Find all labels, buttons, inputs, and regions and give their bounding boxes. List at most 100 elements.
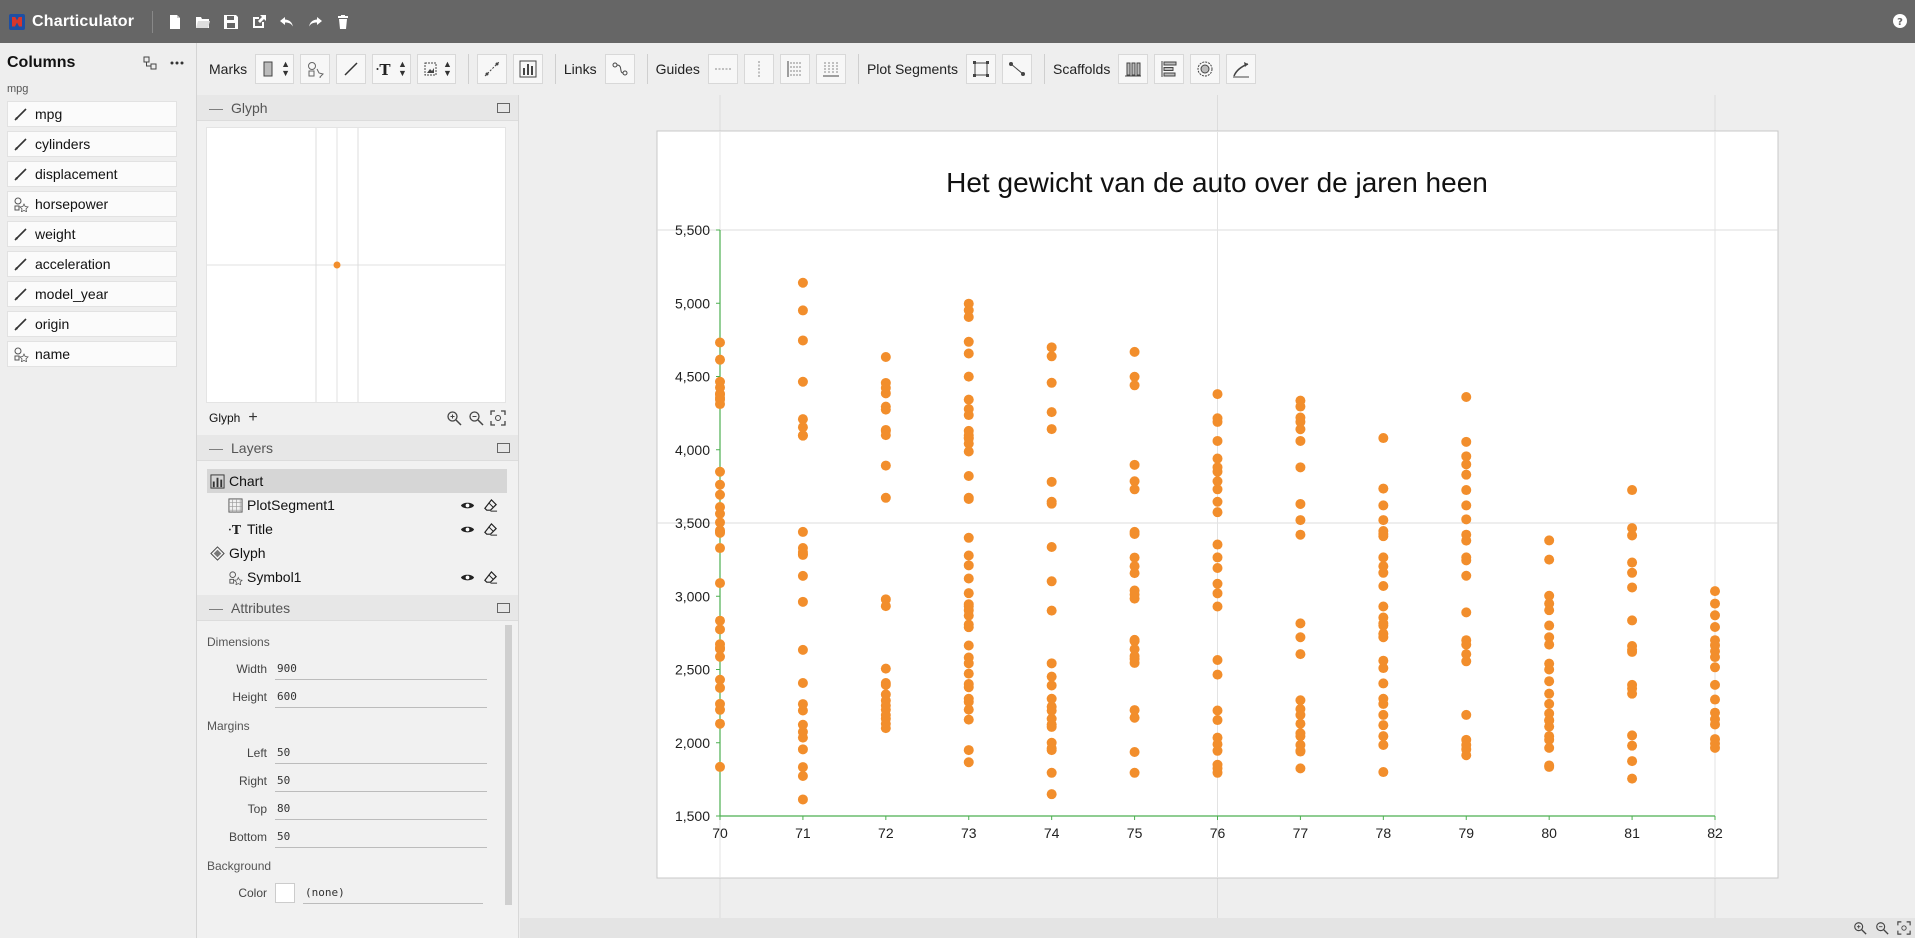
popout-icon[interactable]	[497, 102, 510, 113]
scatter-point[interactable]	[1129, 459, 1140, 470]
scatter-point[interactable]	[963, 371, 974, 382]
scatter-point[interactable]	[963, 693, 974, 704]
scatter-point[interactable]	[1378, 552, 1389, 563]
scatter-point[interactable]	[1129, 552, 1140, 563]
scaffold-polar-button[interactable]	[1190, 54, 1221, 84]
scatter-point[interactable]	[1295, 695, 1306, 706]
color-input[interactable]: (none)	[303, 882, 483, 904]
column-item[interactable]: cylinders	[7, 131, 177, 157]
scatter-point[interactable]	[1710, 635, 1720, 646]
help-icon[interactable]: ?	[1891, 12, 1909, 30]
scatter-point[interactable]	[797, 430, 808, 441]
redo-button[interactable]	[301, 8, 329, 36]
scatter-point[interactable]	[1046, 342, 1057, 353]
scatter-point[interactable]	[715, 682, 725, 693]
scatter-point[interactable]	[797, 744, 808, 755]
scatter-point[interactable]	[963, 446, 974, 457]
scatter-point[interactable]	[797, 644, 808, 655]
scatter-point[interactable]	[797, 277, 808, 288]
scatter-point[interactable]	[1627, 740, 1638, 751]
scatter-point[interactable]	[1046, 767, 1057, 778]
scatter-point[interactable]	[1461, 552, 1472, 563]
scatter-point[interactable]	[1544, 632, 1555, 643]
layer-item[interactable]: Chart	[207, 469, 507, 493]
scatter-point[interactable]	[1212, 413, 1223, 424]
scatter-point[interactable]	[963, 404, 974, 415]
eye-icon[interactable]	[460, 570, 475, 585]
left-margin-input[interactable]: 50	[275, 742, 487, 764]
scatter-point[interactable]	[1378, 678, 1389, 689]
scatter-point[interactable]	[1212, 552, 1223, 563]
guide-x-button[interactable]	[707, 54, 738, 84]
top-margin-input[interactable]: 80	[275, 798, 487, 820]
eye-icon[interactable]	[460, 498, 475, 513]
scatter-point[interactable]	[1046, 377, 1057, 388]
scatter-point[interactable]	[880, 492, 891, 503]
scatter-point[interactable]	[797, 570, 808, 581]
scatter-point[interactable]	[1295, 649, 1306, 660]
scatter-point[interactable]	[1046, 496, 1057, 507]
scatter-point[interactable]	[963, 704, 974, 715]
scatter-point[interactable]	[797, 335, 808, 346]
scatter-point[interactable]	[1212, 588, 1223, 599]
scatter-point[interactable]	[963, 652, 974, 663]
scatter-point[interactable]	[1295, 412, 1306, 423]
scatter-point[interactable]	[1544, 639, 1555, 650]
scatter-point[interactable]	[1378, 601, 1389, 612]
scatter-point[interactable]	[1461, 635, 1472, 646]
zoom-fit-icon[interactable]	[490, 410, 506, 426]
scatter-point[interactable]	[1544, 742, 1555, 753]
scatter-point[interactable]	[715, 489, 725, 500]
scatter-point[interactable]	[797, 726, 808, 737]
scatter-point[interactable]	[1378, 515, 1389, 526]
scatter-point[interactable]	[963, 348, 974, 359]
scatter-point[interactable]	[1129, 705, 1140, 716]
data-axis-button[interactable]	[476, 54, 507, 84]
eraser-icon[interactable]	[483, 570, 498, 585]
zoom-out-icon[interactable]	[468, 410, 484, 426]
scatter-point[interactable]	[1129, 526, 1140, 537]
scatter-point[interactable]	[963, 425, 974, 436]
scatter-point[interactable]	[1212, 453, 1223, 464]
scatter-point[interactable]	[1710, 734, 1720, 745]
scatter-point[interactable]	[1544, 676, 1555, 687]
scatter-point[interactable]	[715, 651, 725, 662]
scatter-point[interactable]	[797, 771, 808, 782]
scatter-point[interactable]	[1378, 655, 1389, 666]
glyph-editor-canvas[interactable]	[206, 127, 506, 403]
scatter-point[interactable]	[1046, 605, 1057, 616]
bottom-margin-input[interactable]: 50	[275, 826, 487, 848]
scatter-point[interactable]	[1295, 435, 1306, 446]
scatter-point[interactable]	[1627, 567, 1638, 578]
column-item[interactable]: weight	[7, 221, 177, 247]
scatter-point[interactable]	[1627, 530, 1638, 541]
scatter-point[interactable]	[1295, 529, 1306, 540]
scatter-point[interactable]	[797, 305, 808, 316]
scatter-point[interactable]	[963, 532, 974, 543]
scatter-point[interactable]	[1212, 578, 1223, 589]
scatter-point[interactable]	[797, 543, 808, 554]
scatter-point[interactable]	[797, 422, 808, 433]
scatter-point[interactable]	[1295, 515, 1306, 526]
scatter-point[interactable]	[715, 337, 725, 348]
add-glyph-button[interactable]: +	[248, 409, 258, 426]
guide-coordinator-y-button[interactable]	[779, 54, 810, 84]
scatter-point[interactable]	[1627, 756, 1638, 767]
zoom-in-icon[interactable]	[446, 410, 462, 426]
scatter-point[interactable]	[1129, 712, 1140, 723]
scatter-point[interactable]	[797, 699, 808, 710]
column-item[interactable]: displacement	[7, 161, 177, 187]
scatter-point[interactable]	[1627, 615, 1638, 626]
eye-icon[interactable]	[460, 522, 475, 537]
scatter-point[interactable]	[1212, 539, 1223, 550]
scatter-point[interactable]	[1627, 582, 1638, 593]
scatter-point[interactable]	[1378, 693, 1389, 704]
scatter-point[interactable]	[1046, 701, 1057, 712]
scatter-point[interactable]	[1627, 679, 1638, 690]
popout-icon[interactable]	[497, 602, 510, 613]
scatter-point[interactable]	[1378, 483, 1389, 494]
scatter-point[interactable]	[715, 624, 725, 635]
scatter-point[interactable]	[1627, 523, 1638, 534]
color-swatch[interactable]	[275, 883, 295, 903]
scatter-point[interactable]	[715, 639, 725, 650]
